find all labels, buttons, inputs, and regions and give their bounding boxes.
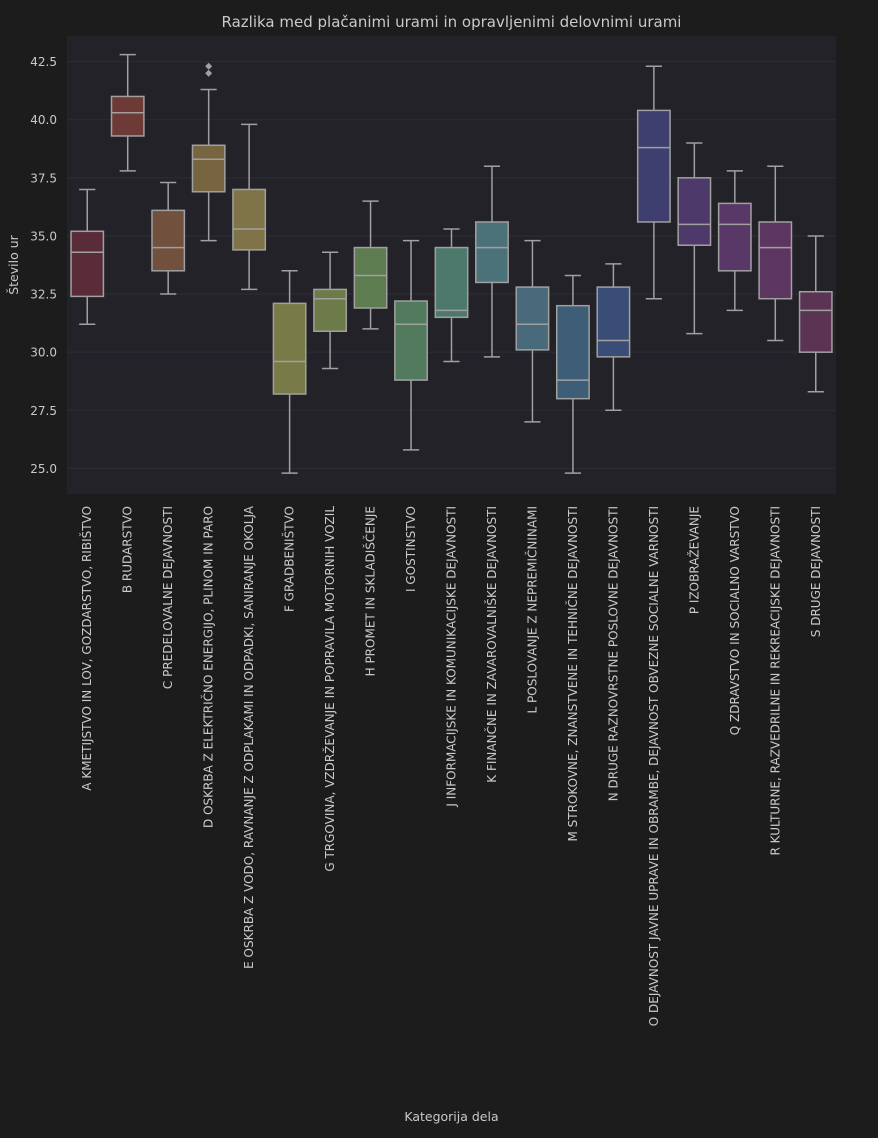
x-tick-label: F GRADBENIŠTVO <box>282 506 297 612</box>
x-tick-label: P IZOBRAŽEVANJE <box>686 506 701 614</box>
box <box>434 246 469 319</box>
box <box>475 221 509 284</box>
box <box>232 188 267 251</box>
box <box>636 109 671 223</box>
box-group <box>272 270 307 474</box>
box <box>515 286 550 351</box>
y-tick-label: 37.5 <box>30 171 57 185</box>
x-tick-label: I GOSTINSTVO <box>404 506 418 592</box>
y-tick-label: 30.0 <box>30 346 57 360</box>
y-tick-label: 42.5 <box>30 55 57 69</box>
x-tick-label: E OSKRBA Z VODO, RAVNANJE Z ODPLAKAMI IN… <box>242 505 256 969</box>
y-axis-ticks: 25.0 27.5 30.0 32.5 35.0 37.5 40.0 42.5 <box>30 55 57 476</box>
box-group <box>475 165 509 358</box>
x-tick-label: R KULTURNE, RAZVEDRILNE IN REKREACIJSKE … <box>768 506 782 856</box>
box-group <box>434 228 469 363</box>
y-tick-label: 25.0 <box>30 462 57 476</box>
box-group <box>313 251 348 370</box>
x-tick-label: O DEJAVNOST JAVNE UPRAVE IN OBRAMBE, DEJ… <box>647 506 661 1026</box>
box <box>677 177 712 246</box>
box-group <box>110 53 145 172</box>
x-tick-label: J INFORMACIJSKE IN KOMUNIKACIJSKE DEJAVN… <box>445 506 459 808</box>
y-tick-label: 32.5 <box>30 288 57 302</box>
box <box>313 288 348 333</box>
box <box>596 286 631 358</box>
box-group <box>191 62 226 242</box>
x-tick-label: A KMETIJSTVO IN LOV, GOZDARSTVO, RIBIŠTV… <box>79 506 94 791</box>
x-tick-label: K FINANČNE IN ZAVAROVALNIŠKE DEJAVNOSTI <box>484 506 499 783</box>
box-group <box>636 65 671 300</box>
box-group <box>758 165 793 342</box>
box-group <box>555 274 590 474</box>
y-tick-label: 27.5 <box>30 404 57 418</box>
x-tick-label: D OSKRBA Z ELEKTRIČNO ENERGIJO, PLINOM I… <box>201 506 216 828</box>
x-tick-label: S DRUGE DEJAVNOSTI <box>809 506 823 637</box>
x-tick-label: H PROMET IN SKLADIŠČENJE <box>363 506 378 676</box>
y-axis-label: Število ur <box>6 234 21 294</box>
x-tick-label: B RUDARSTVO <box>121 506 135 593</box>
x-tick-label: Q ZDRAVSTVO IN SOCIALNO VARSTVO <box>728 506 742 735</box>
box <box>151 209 186 272</box>
x-tick-label: M STROKOVNE, ZNANSTVENE IN TEHNIČNE DEJA… <box>565 506 580 841</box>
box <box>110 95 145 137</box>
box-group <box>717 170 752 312</box>
x-tick-label: N DRUGE RAZNOVRSTNE POSLOVNE DEJAVNOSTI <box>606 506 620 801</box>
box-group <box>596 263 631 412</box>
box <box>70 230 105 298</box>
box <box>191 144 226 193</box>
box-group <box>677 142 712 335</box>
box <box>758 221 793 300</box>
chart-title: Razlika med plačanimi urami in opravljen… <box>222 13 682 31</box>
box <box>717 202 752 272</box>
outlier-point <box>205 62 213 70</box>
boxes <box>70 53 833 474</box>
x-tick-label: L POSLOVANJE Z NEPREMIČNINAMI <box>524 506 539 713</box>
y-tick-label: 35.0 <box>30 229 57 243</box>
box-group <box>515 239 550 423</box>
box-group <box>353 200 388 330</box>
x-axis-label: Kategorija dela <box>404 1109 498 1124</box>
box-group <box>151 181 186 295</box>
x-axis-ticks: A KMETIJSTVO IN LOV, GOZDARSTVO, RIBIŠTV… <box>79 505 823 1026</box>
box-group <box>394 239 428 451</box>
box <box>353 246 388 309</box>
x-tick-label: G TRGOVINA, VZDRŽEVANJE IN POPRAVILA MOT… <box>322 506 337 872</box>
outlier-point <box>205 69 213 77</box>
box <box>394 300 428 381</box>
box <box>555 304 590 400</box>
box-group <box>798 235 833 393</box>
box <box>798 290 833 353</box>
x-tick-label: C PREDELOVALNE DEJAVNOSTI <box>161 506 175 689</box>
y-tick-label: 40.0 <box>30 113 57 127</box>
box-group <box>232 123 267 291</box>
box-group <box>70 188 105 326</box>
box <box>272 302 307 395</box>
